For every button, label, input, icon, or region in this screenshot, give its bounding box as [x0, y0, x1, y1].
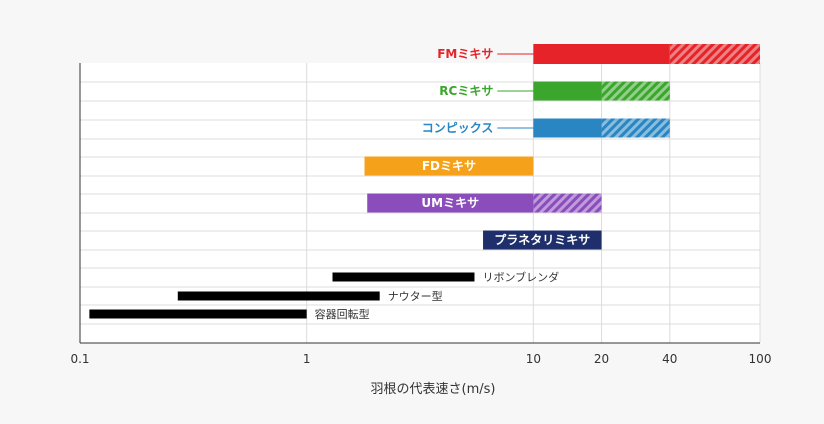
- x-tick-label-10: 10: [526, 352, 541, 366]
- bar-5-segment-0: [483, 230, 602, 250]
- bar-4-segment-0: [367, 193, 534, 213]
- bar-0-segment-0: [533, 44, 670, 64]
- bar-1-segment-0: [533, 81, 602, 101]
- x-tick-label-1: 1: [303, 352, 311, 366]
- range-bars: [89, 44, 760, 319]
- bar-4-segment-1: [533, 193, 602, 213]
- bar-label-7: ナウター型: [388, 289, 443, 303]
- bar-2-segment-0: [533, 118, 602, 138]
- bar-label-2: コンピックス: [422, 121, 494, 135]
- bar-label-0: FMミキサ: [437, 47, 493, 61]
- bar-8-segment-0: [89, 309, 307, 319]
- bar-label-3: FDミキサ: [422, 159, 476, 173]
- x-tick-label-0.1: 0.1: [70, 352, 89, 366]
- bar-label-4: UMミキサ: [421, 196, 479, 210]
- x-axis-label: 羽根の代表速さ(m/s): [371, 382, 496, 397]
- bar-0-segment-1: [669, 44, 760, 64]
- x-tick-labels: 0.1 1 10 20 40 100: [70, 352, 771, 366]
- bar-label-5: プラネタリミキサ: [494, 232, 590, 247]
- bar-6-segment-0: [332, 272, 475, 282]
- x-tick-label-20: 20: [594, 352, 609, 366]
- x-tick-label-100: 100: [749, 352, 772, 366]
- bar-label-8: 容器回転型: [315, 307, 370, 321]
- bar-2-segment-1: [601, 118, 670, 138]
- bar-label-1: RCミキサ: [439, 84, 493, 98]
- bar-label-6: リボンブレンダ: [482, 270, 559, 284]
- bar-3-segment-0: [364, 156, 534, 176]
- bar-7-segment-0: [177, 291, 380, 301]
- x-tick-label-40: 40: [662, 352, 677, 366]
- bar-1-segment-1: [601, 81, 670, 101]
